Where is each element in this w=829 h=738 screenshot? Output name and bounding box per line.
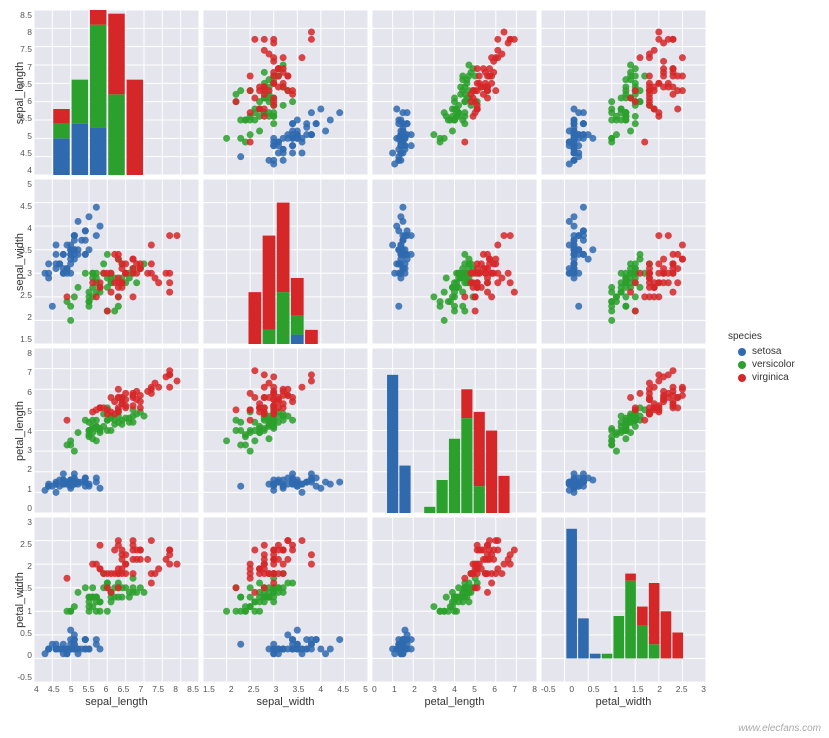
x-ticks: 44.555.566.577.588.5	[34, 684, 199, 694]
legend-label: versicolor	[752, 359, 795, 370]
pairplot-grid: sepal_length44.555.566.577.588.5sepal_wi…	[10, 10, 706, 706]
legend: species setosa versicolor virginica	[726, 331, 795, 385]
y-ticks: 1.522.533.544.55	[8, 179, 32, 344]
scatter-panel	[372, 10, 537, 175]
x-ticks: 1.522.533.544.55	[203, 684, 368, 694]
y-ticks: 012345678	[8, 348, 32, 513]
scatter-panel: -0.500.511.522.5344.555.566.577.588.5	[34, 517, 199, 682]
legend-swatch	[738, 374, 746, 382]
legend-item: virginica	[726, 372, 795, 383]
scatter-panel	[541, 179, 706, 344]
scatter-panel: 012345678	[372, 517, 537, 682]
x-ticks: -0.500.511.522.53	[541, 684, 706, 694]
legend-swatch	[738, 361, 746, 369]
legend-label: virginica	[752, 372, 789, 383]
scatter-panel: 1.522.533.544.55	[203, 517, 368, 682]
histogram-panel	[372, 348, 537, 513]
histogram-panel	[203, 179, 368, 344]
y-ticks: 44.555.566.577.588.5	[8, 10, 32, 175]
scatter-panel	[372, 179, 537, 344]
pairplot-figure: sepal_length44.555.566.577.588.5sepal_wi…	[10, 10, 829, 706]
legend-swatch	[738, 348, 746, 356]
watermark-text: www.elecfans.com	[738, 723, 821, 734]
legend-item: setosa	[726, 346, 795, 357]
legend-label: setosa	[752, 346, 781, 357]
y-ticks: -0.500.511.522.53	[8, 517, 32, 682]
histogram-panel: 44.555.566.577.588.5	[34, 10, 199, 175]
histogram-panel: -0.500.511.522.53	[541, 517, 706, 682]
scatter-panel: 1.522.533.544.55	[34, 179, 199, 344]
scatter-panel	[541, 348, 706, 513]
legend-title: species	[726, 331, 795, 342]
legend-item: versicolor	[726, 359, 795, 370]
x-ticks: 012345678	[372, 684, 537, 694]
scatter-panel	[203, 348, 368, 513]
scatter-panel: 012345678	[34, 348, 199, 513]
scatter-panel	[541, 10, 706, 175]
scatter-panel	[203, 10, 368, 175]
